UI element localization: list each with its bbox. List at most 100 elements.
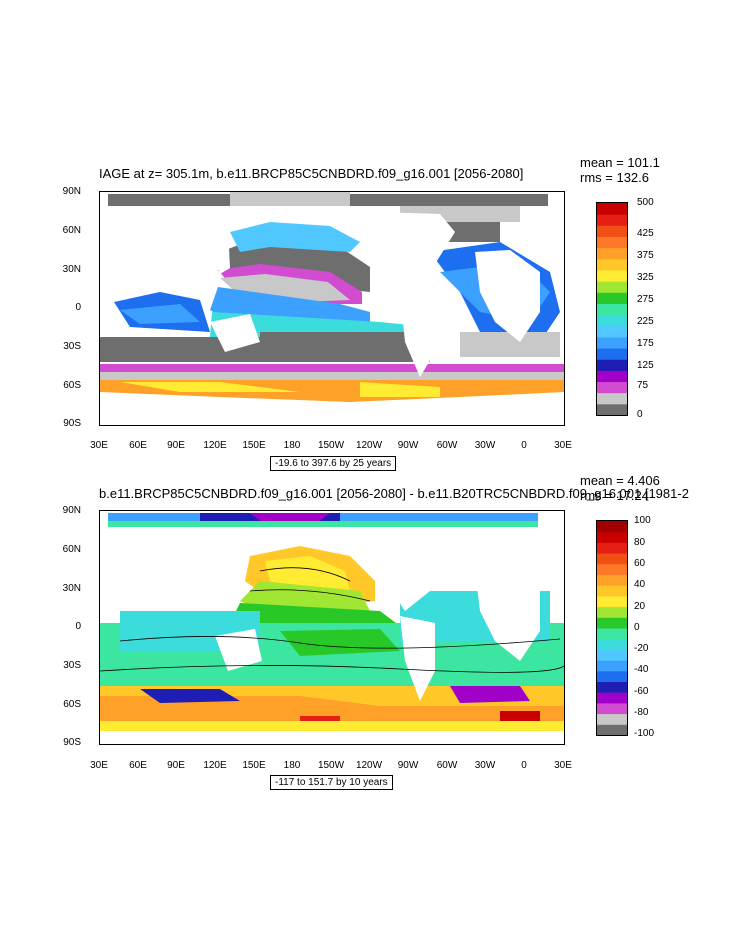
panel1-lon-label: 60E (129, 440, 147, 451)
panel2-map-svg (100, 513, 564, 731)
panel1-title: IAGE at z= 305.1m, b.e11.BRCP85C5CNBDRD.… (99, 166, 524, 181)
panel1-colorbar-svg (597, 203, 627, 415)
panel1-lon-label: 120E (203, 440, 227, 451)
panel1-colorbar (596, 202, 628, 416)
panel2-colorbar-swatch (597, 681, 627, 693)
panel1-colorbar-swatch (597, 236, 627, 249)
panel2-colorbar-label: 40 (634, 579, 646, 590)
panel2-lon-label: 90E (167, 760, 185, 771)
panel1-colorbar-swatch (597, 325, 627, 338)
panel1-lon-label: 30E (554, 440, 572, 451)
panel2-colorbar-swatch (597, 617, 627, 629)
panel2-colorbar-svg (597, 521, 627, 735)
panel1-colorbar-swatch (597, 336, 627, 349)
panel2-lat-label: 0 (75, 621, 81, 632)
panel2-colorbar-swatch (597, 606, 627, 618)
panel2-colorbar-swatch (597, 563, 627, 575)
panel1-colorbar-swatch (597, 258, 627, 271)
panel2-colorbar-swatch (597, 724, 627, 735)
panel2-lat-label: 60N (62, 544, 81, 555)
panel1-info-box: -19.6 to 397.6 by 25 years (270, 456, 397, 471)
panel2-lon-label: 150W (317, 760, 345, 771)
panel2-colorbar-label: -80 (634, 707, 649, 718)
panel2-lat-label: 60S (63, 699, 81, 710)
panel1-colorbar-label: 75 (637, 380, 649, 391)
panel1-lon-label: 180 (283, 440, 301, 451)
panel1-colorbar-swatch (597, 292, 627, 304)
panel2-colorbar-swatch (597, 542, 627, 554)
panel1-colorbar-label: 375 (637, 250, 654, 261)
panel2-lon-label: 30W (474, 760, 496, 771)
panel2-lon-label: 30E (554, 760, 572, 771)
panel1-lon-label: 0 (521, 440, 527, 451)
panel1-lon-label: 30E (90, 440, 108, 451)
panel2-colorbar-label: -40 (634, 664, 649, 675)
panel2-colorbar-label: 20 (634, 601, 646, 612)
panel2-lon-label: 30E (90, 760, 108, 771)
panel1-colorbar-label: 175 (637, 338, 654, 349)
panel2-info-box: -117 to 151.7 by 10 years (270, 775, 393, 790)
panel1-lon-label: 150E (242, 440, 266, 451)
panel2-lon-label: 90W (397, 760, 419, 771)
panel2-colorbar-label: -60 (634, 686, 649, 697)
panel1-colorbar-label: 325 (637, 272, 654, 283)
panel1-rms: rms = 132.6 (580, 170, 650, 185)
panel2-rms: rms = 17.24 (580, 488, 650, 503)
panel1-lat-label: 30N (62, 264, 81, 275)
panel1-colorbar-swatch (597, 403, 627, 415)
panel1-colorbar-swatch (597, 303, 627, 316)
panel1-lat-label: 0 (75, 302, 81, 313)
panel1-lon-label: 120W (355, 440, 383, 451)
panel2-map (99, 510, 565, 745)
panel1-lat-label: 60S (63, 380, 81, 391)
panel1-lat-label: 60N (62, 225, 81, 236)
panel2-lat-label: 90N (62, 505, 81, 516)
panel1-colorbar-swatch (597, 214, 627, 226)
panel2-lat-label: 90S (63, 737, 81, 748)
panel2-colorbar-label: -20 (634, 643, 649, 654)
panel2-lat-label: 30S (63, 660, 81, 671)
panel2-colorbar-label: -100 (634, 728, 655, 739)
panel1-colorbar-swatch (597, 247, 627, 260)
panel1-colorbar-swatch (597, 392, 627, 405)
panel1-colorbar-label: 0 (637, 409, 643, 420)
panel2-lon-label: 60E (129, 760, 147, 771)
panel1-colorbar-label: 500 (637, 197, 654, 208)
panel2-colorbar-swatch (597, 649, 627, 661)
panel1-colorbar-swatch (597, 225, 627, 237)
panel1-mean: mean = 101.1 (580, 155, 660, 170)
panel1-lat-label: 90S (63, 418, 81, 429)
panel1-colorbar-swatch (597, 281, 627, 293)
panel2-colorbar-swatch (597, 713, 627, 725)
panel2-mean: mean = 4.406 (580, 473, 660, 488)
panel2-lat-label: 30N (62, 583, 81, 594)
panel2-colorbar-swatch (597, 660, 627, 672)
panel2-colorbar (596, 520, 628, 736)
panel2-colorbar-label: 80 (634, 537, 646, 548)
panel2-colorbar-label: 100 (634, 515, 651, 526)
panel2-colorbar-swatch (597, 521, 627, 533)
panel2-lon-label: 120E (203, 760, 227, 771)
panel2-colorbar-swatch (597, 670, 627, 682)
panel1-colorbar-label: 425 (637, 228, 654, 239)
panel1-colorbar-swatch (597, 348, 627, 360)
panel1-lon-label: 30W (474, 440, 496, 451)
panel1-lon-label: 60W (436, 440, 458, 451)
panel1-colorbar-swatch (597, 370, 627, 383)
panel2-colorbar-swatch (597, 553, 627, 565)
panel1-lon-label: 90W (397, 440, 419, 451)
panel2-lon-label: 120W (355, 760, 383, 771)
panel1-colorbar-swatch (597, 269, 627, 282)
panel2-lon-label: 180 (283, 760, 301, 771)
panel2-colorbar-swatch (597, 692, 627, 704)
panel2-colorbar-swatch (597, 595, 627, 608)
panel1-lon-label: 150W (317, 440, 345, 451)
panel2-title: b.e11.BRCP85C5CNBDRD.f09_g16.001 [2056-2… (99, 486, 689, 501)
panel1-colorbar-swatch (597, 314, 627, 327)
panel1-lat-label: 90N (62, 186, 81, 197)
panel1-colorbar-label: 125 (637, 360, 654, 371)
panel1-lon-label: 90E (167, 440, 185, 451)
panel2-lon-label: 0 (521, 760, 527, 771)
panel2-colorbar-swatch (597, 638, 627, 650)
panel1-colorbar-label: 225 (637, 316, 654, 327)
